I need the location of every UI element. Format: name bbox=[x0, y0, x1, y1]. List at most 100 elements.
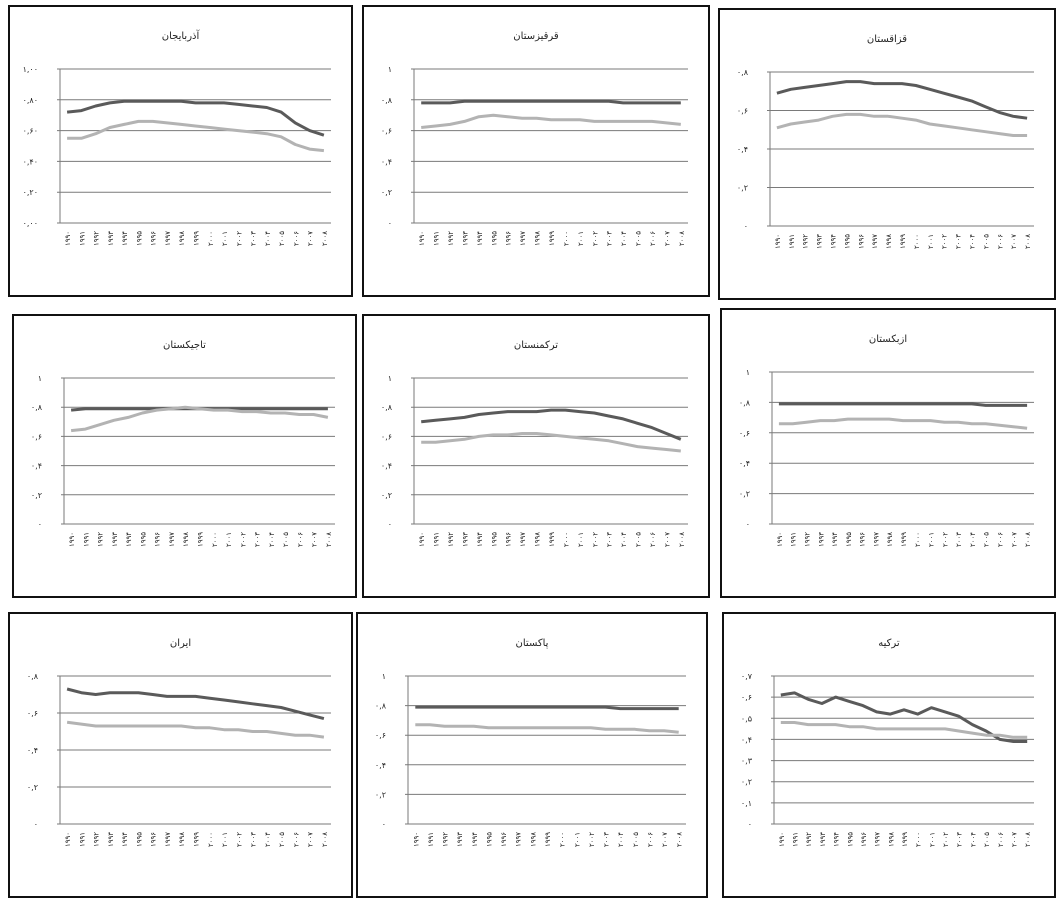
x-tick-label: ۱۹۹۰ bbox=[64, 231, 72, 246]
x-tick-label: ۲۰۰۴ bbox=[264, 832, 272, 847]
x-tick-label: ۲۰۰۳ bbox=[603, 832, 611, 847]
x-tick-label: ۲۰۰۵ bbox=[282, 532, 290, 547]
x-tick-label: ۲۰۰۴ bbox=[268, 532, 276, 547]
x-tick-label: ۲۰۰۴ bbox=[264, 231, 272, 246]
chart-panel: قرقیزستان ۰ ۰,۲ ۰,۴ ۰,۶ ۰,۸ ۱ ۱۹۹۰ ۱۹۹۱ ۱۹۹۲ ۱۹۹۳ ۱… bbox=[362, 5, 710, 297]
x-tick-label: ۲۰۰۸ bbox=[321, 231, 329, 246]
x-tick-label: ۲۰۰۶ bbox=[292, 832, 300, 847]
series-line bbox=[421, 432, 681, 453]
x-tick-label: ۲۰۰۰ bbox=[559, 832, 567, 847]
y-tick-label: ۰,۴ bbox=[31, 462, 42, 471]
chart: پاکستان ۰ ۰,۲ ۰,۴ ۰,۶ ۰,۸ ۱ ۱۹۹۰ ۱۹۹۱ ۱۹۹۲ ۱۹۹۳ ۱۹۹… bbox=[375, 638, 686, 847]
x-tick-label: ۲۰۰۵ bbox=[635, 532, 643, 547]
x-tick-label: ۲۰۰۲ bbox=[235, 832, 243, 847]
x-tick-label: ۱۹۹۳ bbox=[456, 832, 464, 847]
x-tick-label: ۲۰۰۵ bbox=[983, 832, 991, 847]
x-tick-label: ۱۹۹۸ bbox=[887, 832, 895, 847]
x-tick-label: ۱۹۹۵ bbox=[845, 532, 853, 547]
series-line bbox=[778, 417, 1028, 430]
x-tick-label: ۱۹۹۴ bbox=[121, 231, 129, 246]
chart: تاجیکستان ۰ ۰,۲ ۰,۴ ۰,۶ ۰,۸ ۱ ۱۹۹۰ ۱۹۹۱ ۱۹۹۲ ۱۹۹۳ ۱… bbox=[31, 340, 335, 547]
x-tick-label: ۱۹۹۷ bbox=[519, 231, 527, 246]
chart-title: آذربایجان bbox=[162, 29, 201, 42]
series-line bbox=[421, 113, 681, 129]
x-tick-label: ۲۰۰۱ bbox=[221, 832, 229, 847]
y-tick-label: ۰,۴ bbox=[375, 761, 386, 770]
x-tick-label: ۲۰۰۸ bbox=[321, 832, 329, 847]
x-tick-label: ۱۹۹۸ bbox=[885, 234, 893, 249]
series-line bbox=[415, 723, 679, 734]
x-tick-label: ۱۹۹۶ bbox=[154, 532, 162, 547]
x-tick-label: ۲۰۰۱ bbox=[221, 231, 229, 246]
x-tick-label: ۱۹۹۴ bbox=[830, 234, 838, 249]
x-tick-label: ۱۹۹۶ bbox=[505, 532, 513, 547]
y-tick-label: ۰ bbox=[744, 222, 748, 231]
x-tick-label: ۲۰۰۸ bbox=[676, 832, 684, 847]
x-tick-label: ۱۹۹۶ bbox=[150, 832, 158, 847]
x-tick-label: ۲۰۰۶ bbox=[296, 532, 304, 547]
y-tick-label: ۰ bbox=[388, 520, 392, 529]
y-tick-label: ۰,۸ bbox=[381, 403, 393, 412]
x-tick-label: ۱۹۹۲ bbox=[805, 832, 813, 847]
x-tick-label: ۱۹۹۹ bbox=[900, 532, 908, 547]
y-tick-label: ۰,۲ bbox=[739, 490, 750, 499]
y-tick-label: ۰,۶ bbox=[381, 127, 392, 136]
x-tick-label: ۲۰۰۸ bbox=[678, 231, 686, 246]
x-tick-label: ۱۹۹۳ bbox=[461, 231, 469, 246]
chart: ایران ۰ ۰,۲ ۰,۴ ۰,۶ ۰,۸ ۱۹۹۰ ۱۹۹۱ ۱۹۹۲ ۱۹۹۳ ۱۹۹۴ ۱۹… bbox=[27, 638, 331, 847]
x-tick-label: ۲۰۰۳ bbox=[250, 832, 258, 847]
x-tick-label: ۲۰۰۵ bbox=[632, 832, 640, 847]
x-tick-label: ۱۹۹۴ bbox=[125, 532, 133, 547]
x-tick-label: ۱۹۹۶ bbox=[859, 532, 867, 547]
x-tick-label: ۱۹۹۷ bbox=[164, 231, 172, 246]
x-tick-label: ۲۰۰۴ bbox=[617, 832, 625, 847]
series-line bbox=[70, 405, 329, 433]
x-tick-label: ۲۰۰۰ bbox=[562, 231, 570, 246]
x-tick-label: ۱۹۹۹ bbox=[544, 832, 552, 847]
x-tick-label: ۲۰۰۲ bbox=[239, 532, 247, 547]
y-tick-label: ۰,۱ bbox=[741, 799, 752, 808]
x-tick-label: ۱۹۹۲ bbox=[803, 532, 811, 547]
y-tick-label: ۰,۸ bbox=[31, 403, 43, 412]
x-tick-label: ۱۹۹۲ bbox=[93, 231, 101, 246]
chart-title: تاجیکستان bbox=[163, 340, 206, 351]
x-tick-label: ۲۰۰۷ bbox=[307, 832, 315, 847]
x-tick-label: ۲۰۰۷ bbox=[1010, 532, 1018, 547]
y-tick-label: ۰,۶۰ bbox=[23, 127, 38, 136]
y-tick-label: ۱,۰۰ bbox=[23, 65, 38, 74]
x-tick-label: ۱۹۹۰ bbox=[774, 234, 782, 249]
series-line bbox=[776, 112, 1028, 137]
x-tick-label: ۱۹۹۶ bbox=[150, 231, 158, 246]
x-tick-label: ۱۹۹۲ bbox=[442, 832, 450, 847]
x-tick-label: ۲۰۰۱ bbox=[225, 532, 233, 547]
x-tick-label: ۱۹۹۲ bbox=[447, 231, 455, 246]
x-tick-label: ۱۹۹۱ bbox=[78, 231, 86, 246]
series-line bbox=[421, 408, 682, 441]
x-tick-label: ۱۹۹۰ bbox=[418, 532, 426, 547]
x-tick-label: ۱۹۹۹ bbox=[193, 832, 201, 847]
x-tick-label: ۲۰۰۷ bbox=[663, 532, 671, 547]
x-tick-label: ۱۹۹۸ bbox=[529, 832, 537, 847]
x-tick-label: ۱۹۹۵ bbox=[490, 532, 498, 547]
y-tick-label: ۰,۳ bbox=[741, 757, 753, 766]
y-tick-label: ۰,۶ bbox=[27, 709, 38, 718]
y-tick-label: ۰,۶ bbox=[375, 731, 386, 740]
series-line bbox=[66, 687, 325, 721]
x-tick-label: ۱۹۹۷ bbox=[168, 532, 176, 547]
x-tick-label: ۱۹۹۳ bbox=[107, 832, 115, 847]
x-tick-label: ۲۰۰۷ bbox=[663, 231, 671, 246]
y-tick-label: ۰,۲ bbox=[741, 778, 752, 787]
chart-title: ترکمنستان bbox=[514, 340, 558, 351]
x-tick-label: ۲۰۰۶ bbox=[997, 832, 1005, 847]
x-tick-label: ۲۰۰۳ bbox=[955, 234, 963, 249]
y-tick-label: ۰,۲ bbox=[381, 188, 392, 197]
x-tick-label: ۲۰۰۶ bbox=[649, 231, 657, 246]
chart-panel: تاجیکستان ۰ ۰,۲ ۰,۴ ۰,۶ ۰,۸ ۱ ۱۹۹۰ ۱۹۹۱ ۱۹۹۲ ۱۹۹۳ ۱… bbox=[12, 314, 357, 598]
x-tick-label: ۲۰۰۶ bbox=[649, 532, 657, 547]
x-tick-label: ۲۰۰۲ bbox=[235, 231, 243, 246]
series-line bbox=[776, 80, 1028, 120]
y-tick-label: ۰,۶ bbox=[739, 429, 750, 438]
x-tick-label: ۲۰۰۵ bbox=[635, 231, 643, 246]
y-tick-label: ۱ bbox=[388, 374, 392, 383]
x-tick-label: ۱۹۹۶ bbox=[857, 234, 865, 249]
